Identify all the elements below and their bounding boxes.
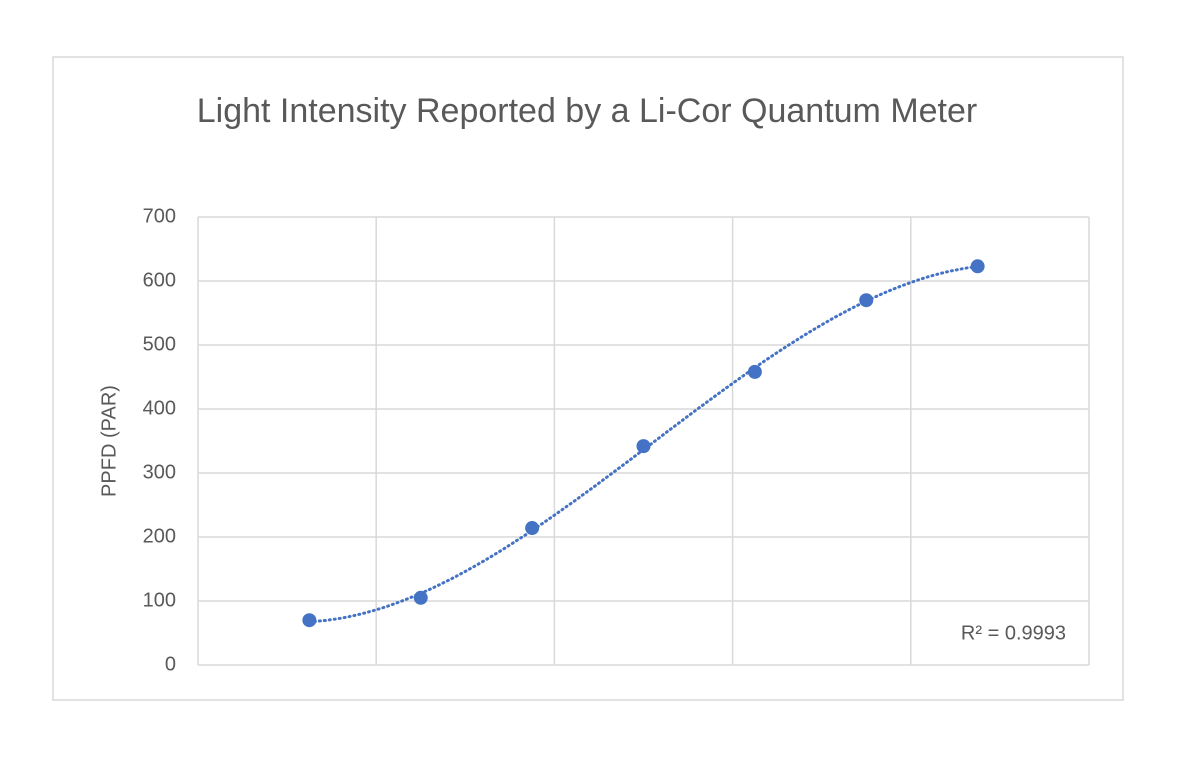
chart-frame — [52, 56, 1124, 701]
data-point — [747, 364, 762, 379]
y-tick-label: 100 — [143, 589, 176, 611]
data-point — [525, 521, 540, 536]
data-point — [859, 293, 874, 308]
y-axis-label: PPFD (PAR) — [98, 385, 120, 497]
chart-title: Light Intensity Reported by a Li-Cor Qua… — [196, 92, 978, 130]
y-tick-label: 300 — [143, 461, 176, 483]
y-tick-label: 400 — [143, 397, 176, 419]
y-tick-label: 600 — [143, 269, 176, 291]
data-point — [413, 590, 428, 605]
y-tick-label: 500 — [143, 333, 176, 355]
data-point — [636, 439, 651, 454]
trendline-annotation: R² = 0.9993 — [961, 622, 1066, 644]
data-point — [302, 613, 317, 628]
y-tick-label: 700 — [143, 205, 176, 227]
data-point — [970, 259, 985, 274]
y-tick-label: 0 — [165, 653, 176, 675]
y-tick-label: 200 — [143, 525, 176, 547]
